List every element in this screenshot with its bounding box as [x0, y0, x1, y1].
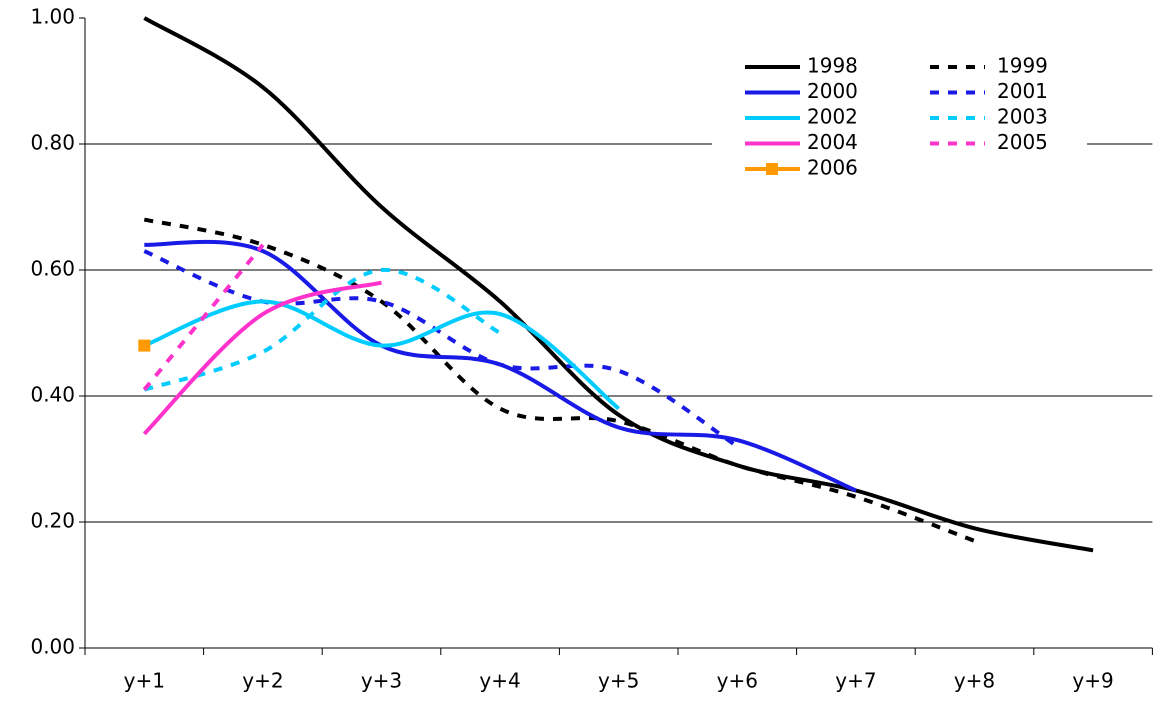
x-tick-label: y+2: [242, 669, 283, 693]
y-tick-label: 1.00: [30, 5, 75, 29]
x-tick-label: y+4: [479, 669, 520, 693]
legend-marker: [766, 163, 778, 175]
legend-label: 1998: [807, 54, 858, 78]
series-line: [143, 299, 620, 411]
y-tick-label: 0.60: [30, 257, 75, 281]
series-line: [143, 217, 976, 543]
y-tick-label: 0.80: [30, 131, 75, 155]
x-tick-label: y+5: [598, 669, 639, 693]
series-line: [143, 249, 739, 449]
y-tick-label: 0.00: [30, 635, 75, 659]
legend-label: 1999: [997, 54, 1048, 78]
legend-label: 2002: [807, 105, 858, 129]
y-tick-label: 0.20: [30, 509, 75, 533]
series-line: [142, 243, 265, 391]
legend-label: 2003: [997, 105, 1048, 129]
point-marker: [138, 339, 151, 352]
legend-label: 2006: [807, 156, 858, 180]
legend-label: 2004: [807, 130, 858, 154]
legend-label: 2001: [997, 79, 1048, 103]
x-tick-label: y+9: [1072, 669, 1113, 693]
x-tick-label: y+6: [717, 669, 758, 693]
series-line: [143, 16, 1094, 553]
y-tick-label: 0.40: [30, 383, 75, 407]
x-tick-label: y+3: [361, 669, 402, 693]
series-line: [142, 280, 383, 436]
x-tick-label: y+1: [124, 669, 165, 693]
x-tick-label: y+7: [835, 669, 876, 693]
legend-label: 2000: [807, 79, 858, 103]
x-tick-label: y+8: [954, 669, 995, 693]
legend-label: 2005: [997, 130, 1048, 154]
